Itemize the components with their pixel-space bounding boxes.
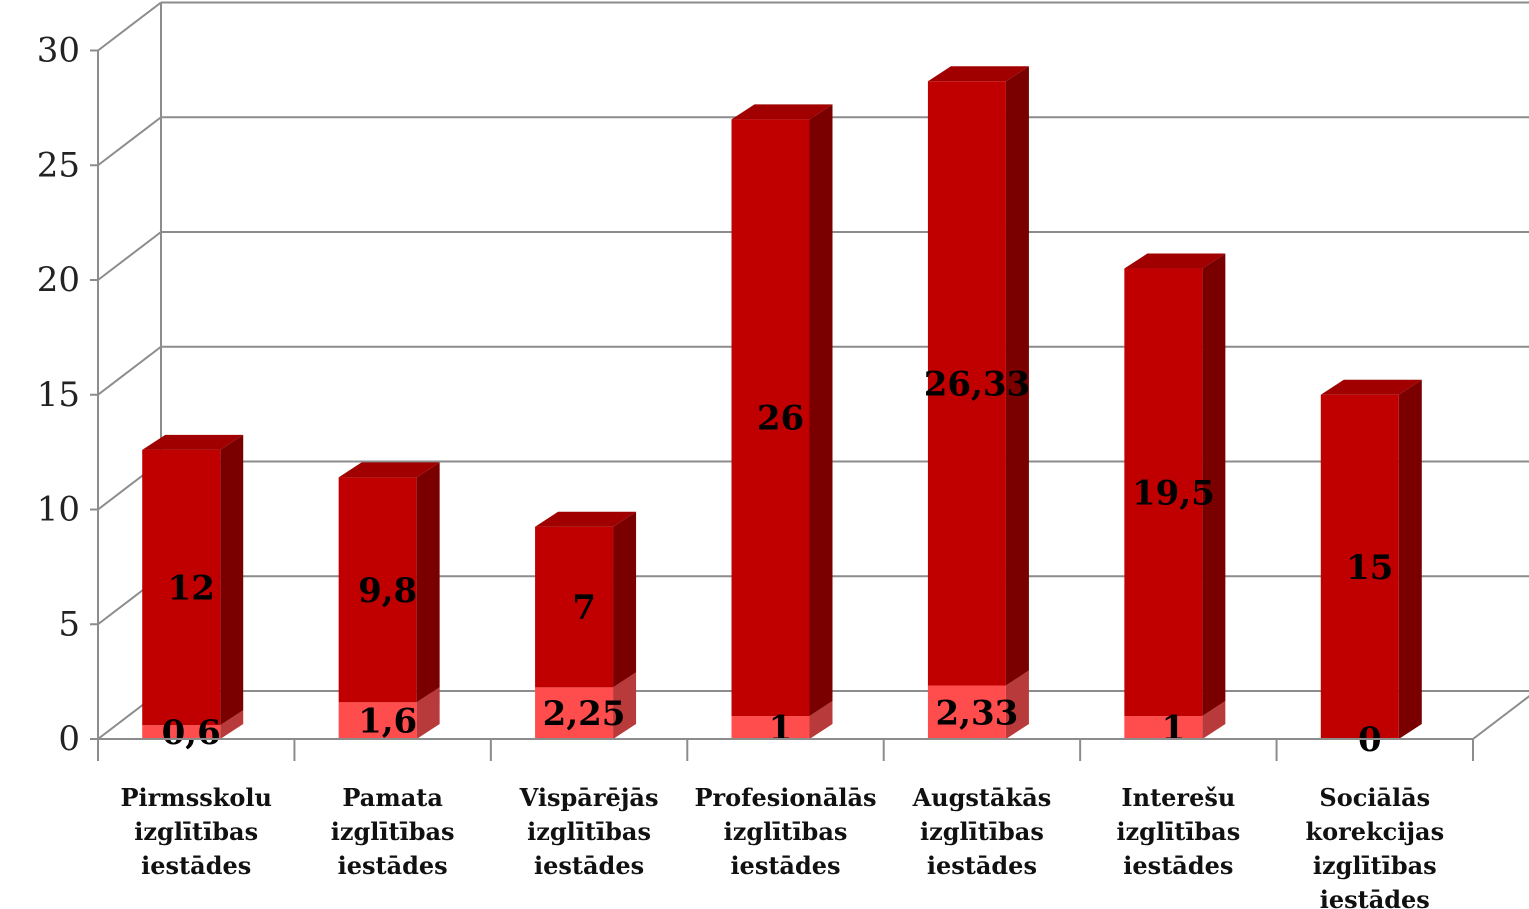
x-category-label: Vispārējās izglītības iestādes	[519, 783, 659, 880]
bar-top-cap	[1124, 253, 1226, 269]
side-wall-gridline	[97, 231, 162, 281]
data-label: 0,6	[162, 713, 221, 753]
bar-top-cap	[927, 66, 1029, 82]
bar-segment-side	[613, 672, 637, 739]
bar-segment	[927, 81, 1006, 686]
y-tick-label: 30	[37, 31, 80, 71]
y-tick-label: 25	[37, 145, 80, 185]
bar-segment-side	[220, 710, 244, 739]
bar-top-cap	[338, 462, 440, 478]
data-label: 15	[1346, 548, 1393, 588]
data-label: 1,6	[358, 702, 417, 742]
x-category-label: Profesionālās izglītības iestādes	[694, 783, 876, 880]
bar-segment-side	[416, 462, 440, 703]
data-label: 2,33	[936, 693, 1019, 733]
data-label: 1	[1162, 709, 1186, 749]
data-label: 2,25	[543, 694, 626, 734]
side-wall-gridline	[97, 345, 162, 396]
bar-segment	[338, 702, 417, 739]
bar-segment	[142, 449, 221, 726]
bar-top-cap	[535, 511, 637, 527]
x-category-label: Augstākās izglītības iestādes	[912, 783, 1052, 880]
bar-segment	[731, 119, 810, 717]
floor-right-edge	[1472, 695, 1529, 740]
bar-segment-side	[1202, 253, 1226, 717]
bar-segment-side	[1005, 670, 1029, 739]
bar-segment	[142, 725, 221, 739]
data-label: 19,5	[1132, 473, 1215, 513]
y-tick-label: 15	[37, 375, 80, 415]
bar-segment	[1320, 394, 1399, 739]
bar-segment	[1124, 716, 1203, 739]
bar-segment-side	[1202, 701, 1226, 739]
data-label: 1	[769, 709, 793, 749]
bar-segment-side	[809, 701, 833, 739]
y-tick-label: 0	[58, 719, 80, 759]
x-axis: Pirmsskolu izglītības iestādes Pamata izglīt…	[97, 738, 1474, 909]
y-tick-label: 10	[37, 490, 80, 530]
bar-segment	[1124, 268, 1203, 717]
data-label: 9,8	[358, 571, 417, 611]
bar-segment	[338, 477, 417, 703]
bar-segment	[535, 687, 614, 739]
bar-segment-side	[1398, 379, 1422, 739]
bar-segment	[927, 685, 1006, 739]
x-category-label: Pirmsskolu izglītības iestādes	[120, 783, 271, 880]
side-wall-gridline	[97, 116, 162, 167]
y-tick-label: 5	[58, 604, 80, 644]
bar-segment-side	[613, 511, 637, 688]
bar-segment-side	[809, 104, 833, 717]
bar-segment-side	[1005, 66, 1029, 686]
data-label: 26,33	[924, 364, 1030, 404]
data-label: 7	[572, 588, 596, 628]
y-axis: 0 5 10 15 20 25 30	[37, 31, 99, 759]
data-label: 26	[757, 399, 804, 439]
y-tick-label: 20	[37, 260, 80, 300]
bars-layer	[142, 66, 1422, 739]
bar-segment	[535, 526, 614, 688]
x-category-label: Pamata izglītības iestādes	[331, 783, 455, 880]
data-label: 12	[168, 569, 215, 609]
bar-top-cap	[731, 104, 833, 120]
x-category-label: Interešu izglītības iestādes	[1116, 783, 1240, 880]
bar-top-cap	[1320, 379, 1422, 395]
bar-segment-side	[220, 434, 244, 726]
bar-segment	[731, 716, 810, 739]
x-category-label: Sociālās korekcijas izglītības iestādes	[1305, 783, 1444, 909]
side-wall-gridline	[97, 1, 162, 52]
bar-top-cap	[142, 434, 244, 450]
bar-segment-side	[416, 687, 440, 739]
